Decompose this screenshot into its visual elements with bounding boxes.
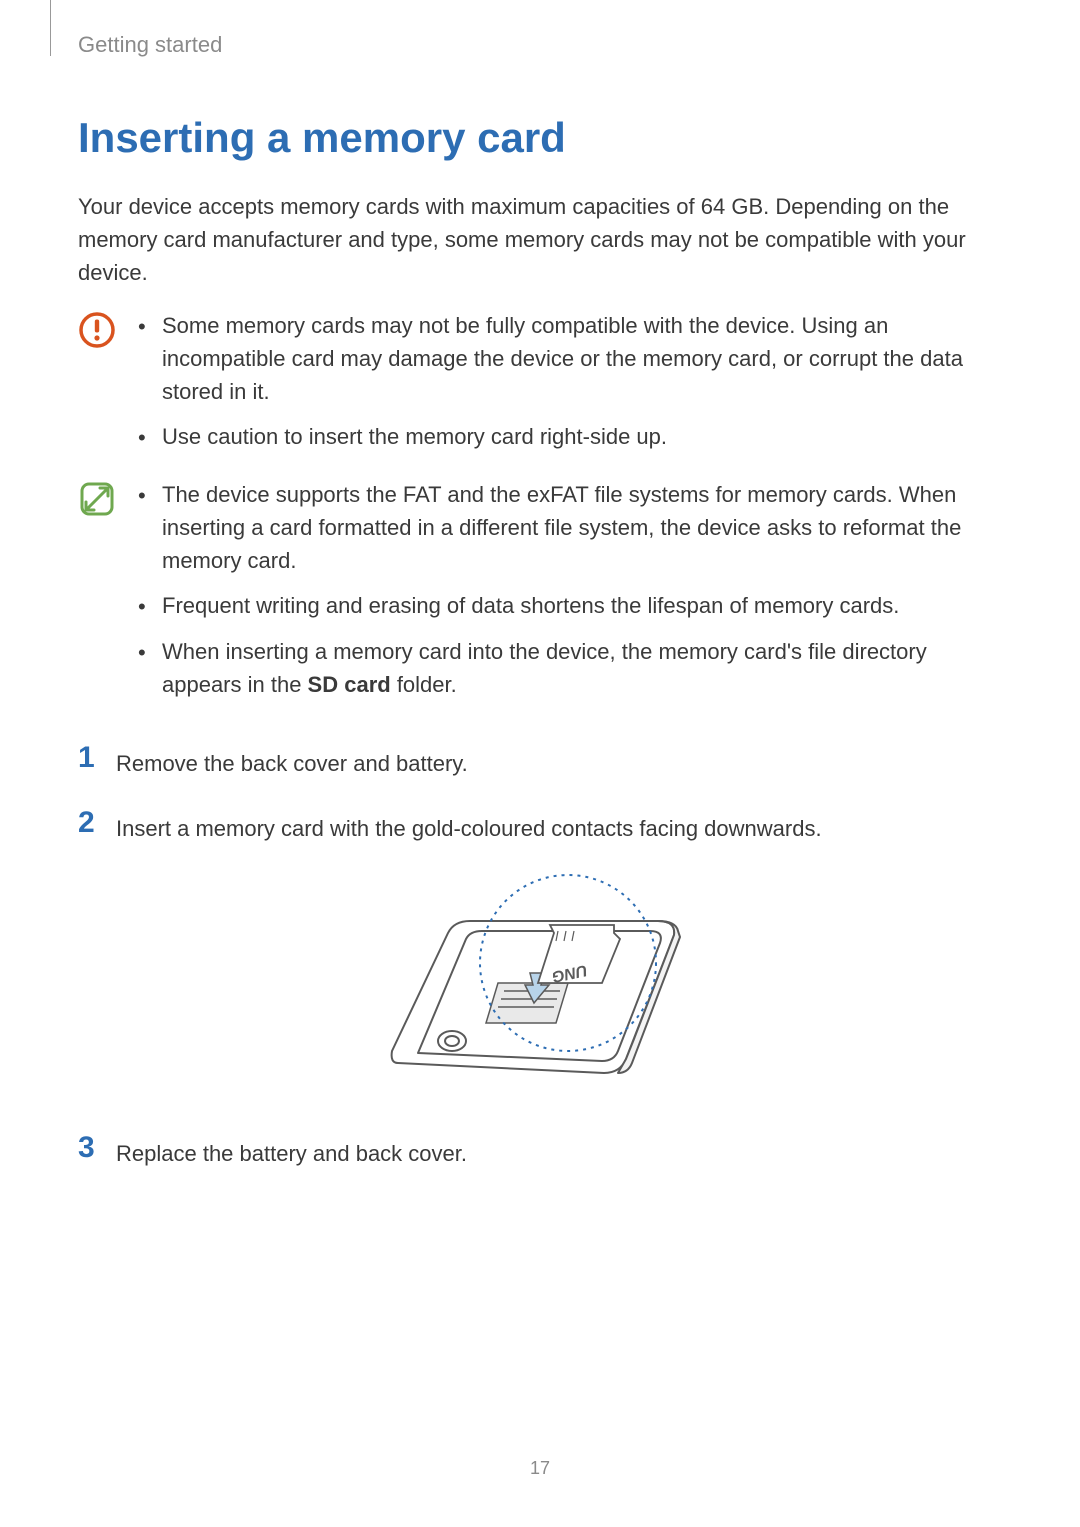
text-span: When inserting a memory card into the de… (162, 639, 927, 697)
bullet-item: • Some memory cards may not be fully com… (138, 309, 998, 408)
bullet-text: When inserting a memory card into the de… (162, 635, 998, 701)
bullet-text: Use caution to insert the memory card ri… (162, 420, 998, 453)
step-item: 3 Replace the battery and back cover. (78, 1133, 998, 1170)
warning-callout: • Some memory cards may not be fully com… (78, 309, 998, 466)
bullet-item: • The device supports the FAT and the ex… (138, 478, 998, 577)
bullet-dot-icon: • (138, 309, 162, 343)
page-number: 17 (0, 1458, 1080, 1479)
text-bold: SD card (308, 672, 391, 697)
bullet-dot-icon: • (138, 478, 162, 512)
step-text: Remove the back cover and battery. (116, 743, 998, 780)
note-body: • The device supports the FAT and the ex… (138, 478, 998, 713)
bullet-dot-icon: • (138, 589, 162, 623)
memory-card-illustration: UNG (78, 873, 998, 1103)
text-span: folder. (391, 672, 457, 697)
step-text: Replace the battery and back cover. (116, 1133, 998, 1170)
intro-paragraph: Your device accepts memory cards with ma… (78, 190, 998, 289)
bullet-text: Frequent writing and erasing of data sho… (162, 589, 998, 622)
warning-icon (78, 309, 138, 349)
step-item: 1 Remove the back cover and battery. (78, 743, 998, 780)
note-icon (78, 478, 138, 518)
bullet-dot-icon: • (138, 635, 162, 669)
bullet-text: Some memory cards may not be fully compa… (162, 309, 998, 408)
step-item: 2 Insert a memory card with the gold-col… (78, 808, 998, 845)
warning-body: • Some memory cards may not be fully com… (138, 309, 998, 466)
step-number: 1 (78, 743, 116, 773)
note-callout: • The device supports the FAT and the ex… (78, 478, 998, 713)
bullet-dot-icon: • (138, 420, 162, 454)
page-margin-line (50, 0, 51, 56)
page-content: Inserting a memory card Your device acce… (78, 100, 998, 1198)
step-number: 3 (78, 1133, 116, 1163)
bullet-item: • Frequent writing and erasing of data s… (138, 589, 998, 623)
section-header: Getting started (78, 32, 222, 58)
page-title: Inserting a memory card (78, 114, 998, 162)
step-text: Insert a memory card with the gold-colou… (116, 808, 998, 845)
steps-list: 1 Remove the back cover and battery. 2 I… (78, 743, 998, 1170)
bullet-item: • When inserting a memory card into the … (138, 635, 998, 701)
step-number: 2 (78, 808, 116, 838)
bullet-item: • Use caution to insert the memory card … (138, 420, 998, 454)
bullet-text: The device supports the FAT and the exFA… (162, 478, 998, 577)
